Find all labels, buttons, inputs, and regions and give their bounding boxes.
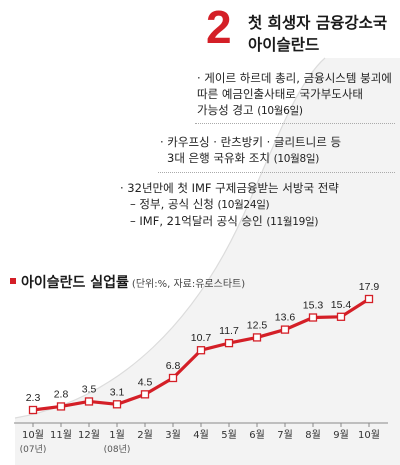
square-bullet-icon — [10, 278, 16, 284]
event-1-line-2: 따른 예금인출사태로 국가부도사태 — [197, 87, 364, 101]
x-tick-label: 9월 — [333, 429, 349, 441]
x-tick-label: 12월 — [78, 429, 100, 441]
event-item-1: · 게이르 하르데 총리, 금융시스템 붕괴에 따른 예금인출사태로 국가부도사… — [197, 70, 392, 119]
x-tick-label: 7월 — [277, 429, 293, 441]
data-point — [140, 390, 150, 399]
data-point — [252, 333, 262, 342]
x-tick-label: 11월 — [50, 429, 72, 441]
data-label: 2.3 — [26, 392, 41, 404]
x-tick-label: 3월 — [165, 429, 181, 441]
data-label: 13.6 — [275, 312, 296, 324]
header-title-line1: 첫 희생자 금융강소국 — [248, 14, 388, 32]
data-label: 6.8 — [166, 360, 181, 372]
event-2-line-2: 3대 은행 국유화 조치 (10월8일) — [167, 151, 320, 165]
x-tick-label: 2월 — [137, 429, 153, 441]
data-point — [84, 397, 94, 406]
event-3-line-3: – IMF, 21억달러 공식 승인 (11월19일) — [130, 214, 319, 228]
event-divider — [195, 123, 395, 124]
x-tick-sublabel: (08년) — [104, 444, 131, 455]
chart-unit-note: (단위:%, 자료:유로스타트) — [131, 279, 246, 290]
event-1-date: (10월6일) — [257, 105, 303, 117]
data-point — [280, 325, 290, 334]
x-tick-label: 1월 — [109, 429, 125, 441]
data-point — [364, 294, 374, 304]
decorative-curve — [15, 58, 400, 465]
event-item-2: · 카우프싱 · 란츠방키 · 글리트니르 등 3대 은행 국유화 조치 (10… — [160, 134, 341, 167]
data-point — [28, 405, 38, 415]
data-label: 3.5 — [82, 383, 97, 395]
event-3-date-2: (11월19일) — [266, 216, 319, 228]
event-1-line-3: 가능성 경고 (10월6일) — [197, 103, 303, 117]
data-point — [56, 402, 66, 411]
data-label: 11.7 — [219, 325, 239, 337]
event-divider — [158, 172, 395, 173]
data-label: 4.5 — [138, 376, 153, 388]
event-2-date: (10월8일) — [273, 153, 320, 165]
x-tick-label: 4월 — [193, 429, 209, 441]
x-tick-label: 6월 — [249, 429, 265, 441]
data-label: 3.1 — [110, 386, 125, 398]
event-3-line-1: · 32년만에 첫 IMF 구제금융받는 서방국 전략 — [120, 181, 339, 195]
event-item-3: · 32년만에 첫 IMF 구제금융받는 서방국 전략 – 정부, 공식 신청 … — [120, 180, 339, 230]
rank-number: 2 — [206, 1, 232, 53]
data-label: 15.4 — [331, 299, 352, 311]
x-tick-label: 10월 — [358, 429, 380, 441]
x-tick-label: 8월 — [305, 429, 321, 441]
event-3-date-1: (10월24일) — [217, 199, 270, 211]
x-tick-sublabel: (07년) — [20, 444, 47, 455]
data-label: 10.7 — [191, 332, 212, 344]
chart-title: 아이슬란드 실업률 (단위:%, 자료:유로스타트) — [10, 272, 245, 292]
event-1-line-1: · 게이르 하르데 총리, 금융시스템 붕괴에 — [197, 71, 392, 85]
data-label: 2.8 — [54, 388, 69, 400]
event-3-line-2: – 정부, 공식 신청 (10월24일) — [130, 197, 270, 211]
data-label: 15.3 — [303, 300, 324, 312]
header-title: 첫 희생자 금융강소국 아이슬란드 — [248, 12, 387, 56]
decorative-curve-edge — [14, 57, 326, 419]
x-tick-label: 10월 — [22, 429, 44, 441]
event-2-line-1: · 카우프싱 · 란츠방키 · 글리트니르 등 — [160, 135, 342, 149]
chart-title-text: 아이슬란드 실업률 — [21, 275, 129, 291]
event-list: · 게이르 하르데 총리, 금융시스템 붕괴에 따른 예금인출사태로 국가부도사… — [120, 70, 395, 230]
x-tick-label: 5월 — [221, 429, 237, 441]
header: 2 첫 희생자 금융강소국 아이슬란드 — [206, 4, 396, 60]
data-point — [168, 373, 178, 383]
header-title-line2: 아이슬란드 — [248, 36, 320, 54]
data-label: 17.9 — [359, 281, 380, 293]
data-point — [224, 338, 234, 348]
data-point — [112, 400, 122, 409]
data-label: 12.5 — [247, 319, 268, 331]
data-point — [308, 313, 318, 322]
data-point — [336, 312, 346, 321]
data-point — [196, 346, 206, 355]
